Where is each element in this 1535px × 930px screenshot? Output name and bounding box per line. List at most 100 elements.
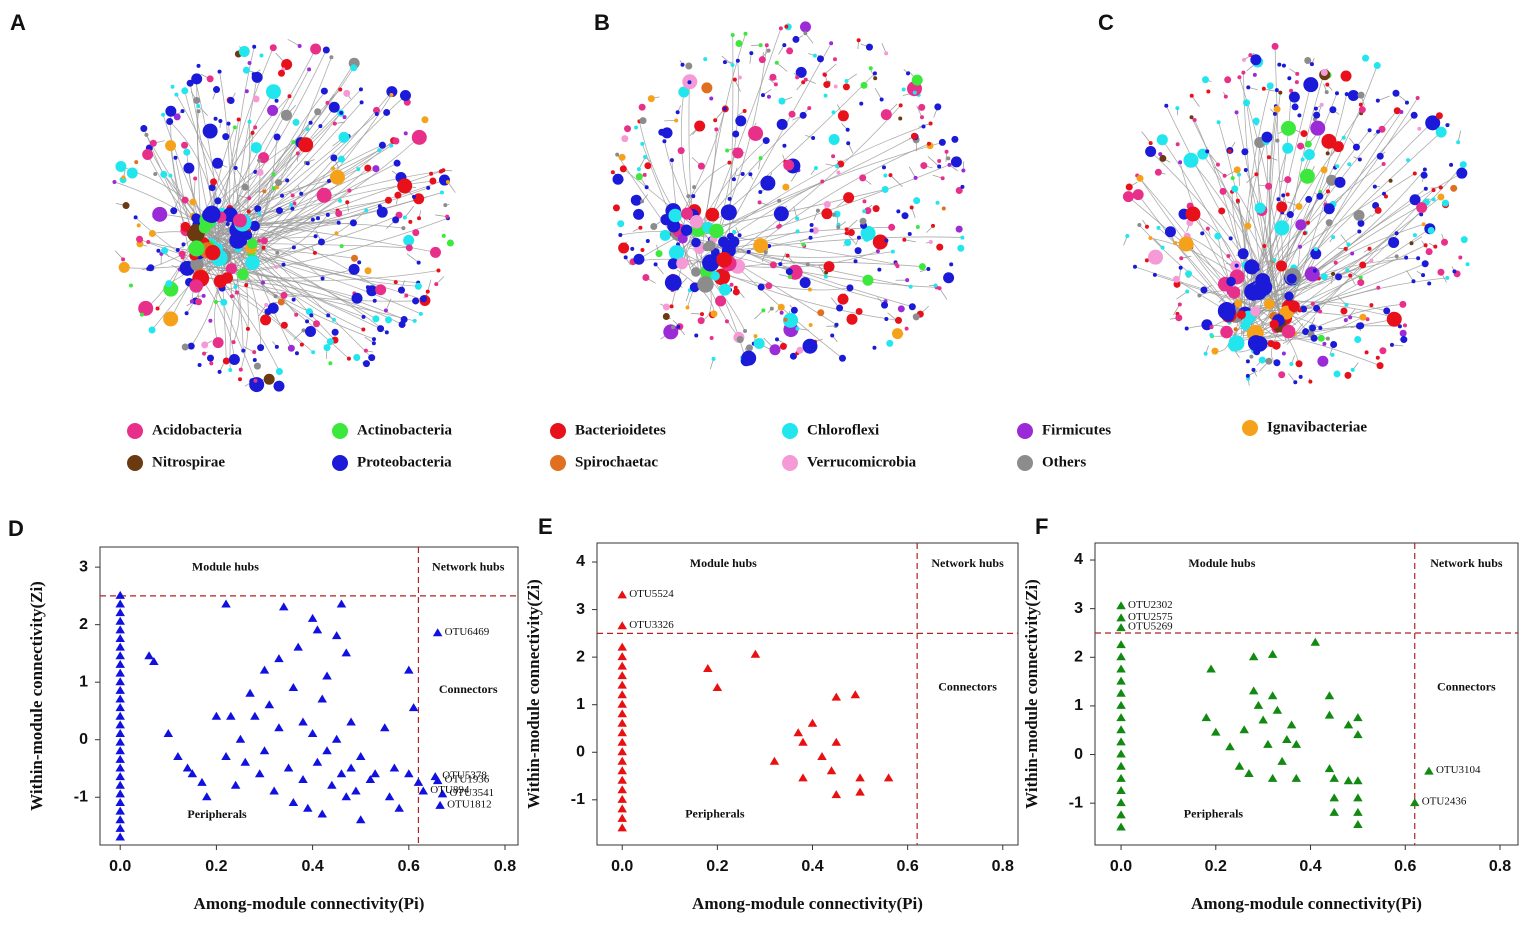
node	[197, 363, 202, 368]
edge	[204, 208, 293, 247]
node	[320, 276, 325, 281]
node	[1205, 226, 1210, 231]
point	[307, 728, 318, 737]
node	[1184, 326, 1189, 331]
edge	[208, 48, 316, 235]
node	[773, 82, 778, 87]
node	[1449, 162, 1454, 167]
node	[1399, 300, 1407, 308]
node	[1350, 251, 1355, 256]
panel-letter: F	[1035, 514, 1048, 539]
edge	[190, 263, 225, 347]
node	[735, 39, 743, 47]
node	[384, 330, 389, 335]
node	[1329, 106, 1337, 114]
node	[237, 377, 242, 382]
node	[621, 135, 629, 143]
point	[115, 754, 125, 763]
node	[912, 313, 920, 321]
point	[617, 813, 627, 822]
node	[393, 280, 398, 285]
annotated-point	[1116, 613, 1126, 622]
node	[165, 105, 177, 117]
node	[913, 197, 921, 205]
node	[1376, 152, 1384, 160]
node	[337, 155, 345, 163]
node	[1392, 89, 1400, 97]
node	[709, 96, 714, 101]
edge	[1239, 77, 1285, 336]
node	[883, 173, 888, 178]
node	[1272, 258, 1277, 263]
node	[403, 234, 415, 246]
node	[389, 93, 394, 98]
node	[785, 268, 793, 276]
node	[336, 220, 341, 225]
node	[346, 356, 351, 361]
node	[1375, 98, 1380, 103]
point	[1201, 713, 1212, 722]
node	[1344, 371, 1352, 379]
network-nodes	[112, 43, 454, 393]
edge	[1179, 162, 1259, 324]
node	[811, 136, 816, 141]
node	[1343, 246, 1348, 251]
edge	[688, 82, 700, 273]
node	[795, 75, 800, 80]
node	[1313, 106, 1318, 111]
point	[245, 688, 255, 697]
node	[828, 133, 840, 145]
node	[774, 60, 779, 65]
point	[1329, 793, 1339, 802]
node	[642, 172, 647, 177]
point	[115, 668, 125, 677]
node	[1352, 143, 1360, 151]
node	[748, 125, 764, 141]
node	[1308, 379, 1313, 384]
node	[764, 43, 769, 48]
node	[937, 164, 942, 169]
node	[943, 272, 955, 284]
point	[182, 763, 193, 772]
edge	[214, 249, 421, 315]
point	[1329, 773, 1339, 782]
node	[1420, 171, 1428, 179]
node	[669, 158, 674, 163]
node	[1136, 174, 1144, 182]
node	[1335, 164, 1340, 169]
node	[823, 200, 831, 208]
point	[115, 789, 125, 798]
node	[250, 142, 262, 154]
node	[748, 132, 753, 137]
node	[1310, 248, 1322, 260]
node	[1304, 266, 1320, 282]
node	[280, 321, 288, 329]
node	[408, 219, 413, 224]
node	[265, 84, 281, 100]
node	[1284, 176, 1292, 184]
node	[1299, 168, 1315, 184]
node	[359, 100, 364, 105]
edge	[1176, 291, 1188, 300]
point	[1353, 807, 1363, 816]
y-axis-label: Within-module connectivity(Zi)	[27, 581, 46, 811]
node	[711, 356, 716, 361]
node	[1423, 243, 1428, 248]
edge	[1139, 178, 1241, 314]
node	[226, 121, 231, 126]
node	[1304, 140, 1312, 148]
legend-label: Bacterioidetes	[575, 422, 666, 438]
node	[807, 106, 812, 111]
point	[115, 720, 125, 729]
point	[1116, 810, 1126, 819]
node	[1367, 128, 1372, 133]
node	[1288, 91, 1300, 103]
node	[844, 239, 852, 247]
node	[426, 185, 431, 190]
node	[1386, 311, 1402, 327]
node	[856, 235, 861, 240]
node	[957, 244, 965, 252]
annotation: OTU2575	[1128, 611, 1173, 623]
node	[218, 119, 223, 124]
annotation: OTU2302	[1128, 599, 1173, 611]
